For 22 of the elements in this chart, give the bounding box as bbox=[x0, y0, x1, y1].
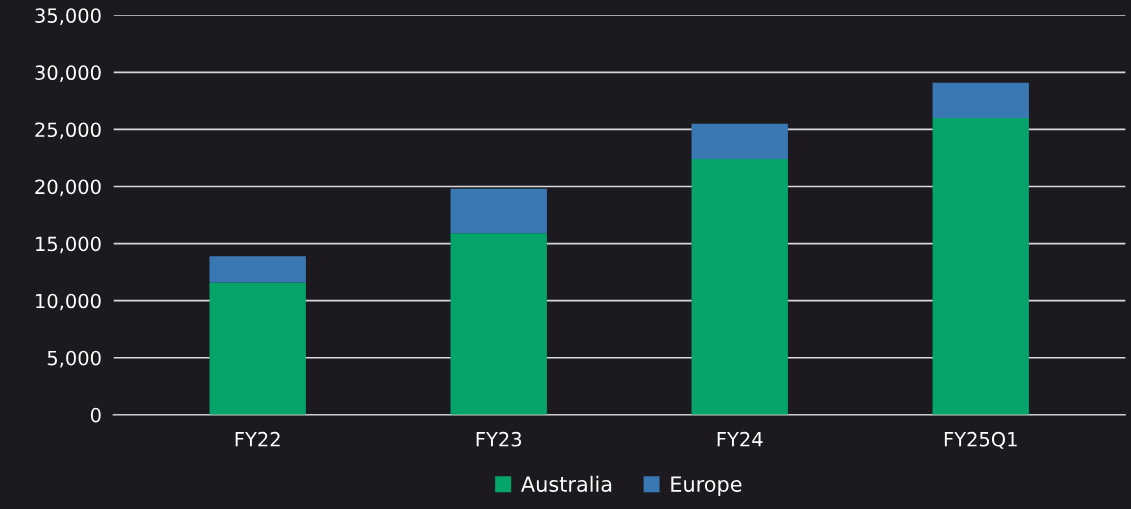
legend-label: Europe bbox=[671, 476, 742, 496]
y-tick-label: 0 bbox=[90, 407, 101, 423]
y-tick-label: 20,000 bbox=[35, 179, 101, 197]
y-tick-label: 35,000 bbox=[35, 8, 101, 25]
y-tick-label: 25,000 bbox=[35, 122, 101, 140]
bar bbox=[691, 159, 788, 415]
y-tick-label: 15,000 bbox=[36, 236, 101, 254]
bar bbox=[932, 118, 1029, 415]
bar bbox=[209, 282, 306, 415]
bar bbox=[450, 233, 547, 415]
y-tick-label: 30,000 bbox=[35, 65, 101, 82]
x-tick-label: FY24 bbox=[717, 431, 763, 447]
y-tick-label: 10,000 bbox=[36, 293, 101, 311]
y-tick-label: 5,000 bbox=[47, 350, 101, 368]
bar bbox=[450, 188, 547, 234]
legend-label: Australia bbox=[521, 475, 612, 492]
bar bbox=[691, 123, 788, 160]
x-tick-label: FY25Q1 bbox=[944, 431, 1017, 449]
bar bbox=[932, 82, 1029, 119]
bar bbox=[209, 256, 306, 283]
x-tick-label: FY23 bbox=[476, 431, 522, 447]
x-tick-label: FY22 bbox=[235, 431, 280, 447]
